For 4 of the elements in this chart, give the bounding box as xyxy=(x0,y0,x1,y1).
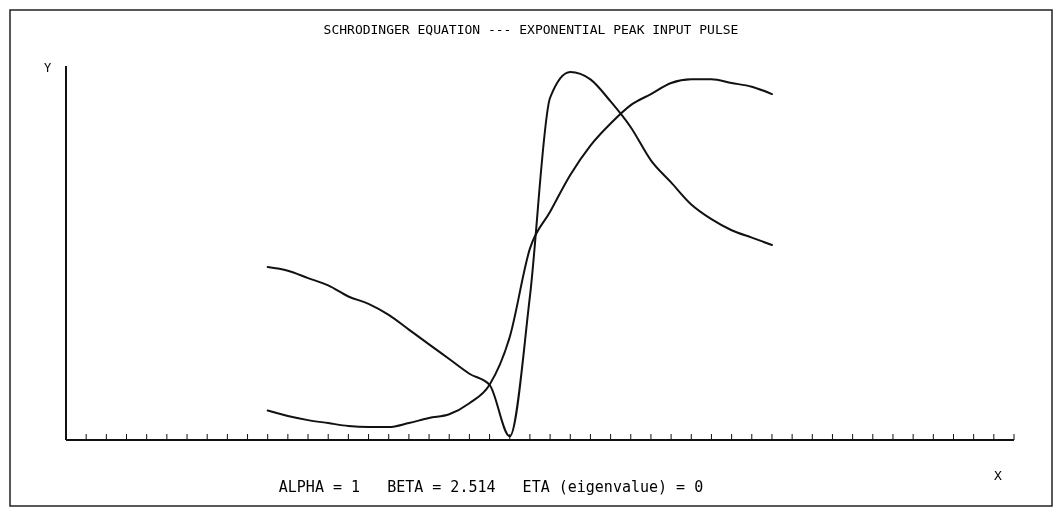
y-axis-title: Y xyxy=(44,61,52,75)
chart-title: SCHRODINGER EQUATION --- EXPONENTIAL PEAK INPUT PULSE xyxy=(323,22,739,37)
text: ALPHA = 1 BETA = 2.514 ETA (eigenvalue) = 0 xyxy=(278,478,704,496)
x-axis-title: X xyxy=(994,468,1002,483)
